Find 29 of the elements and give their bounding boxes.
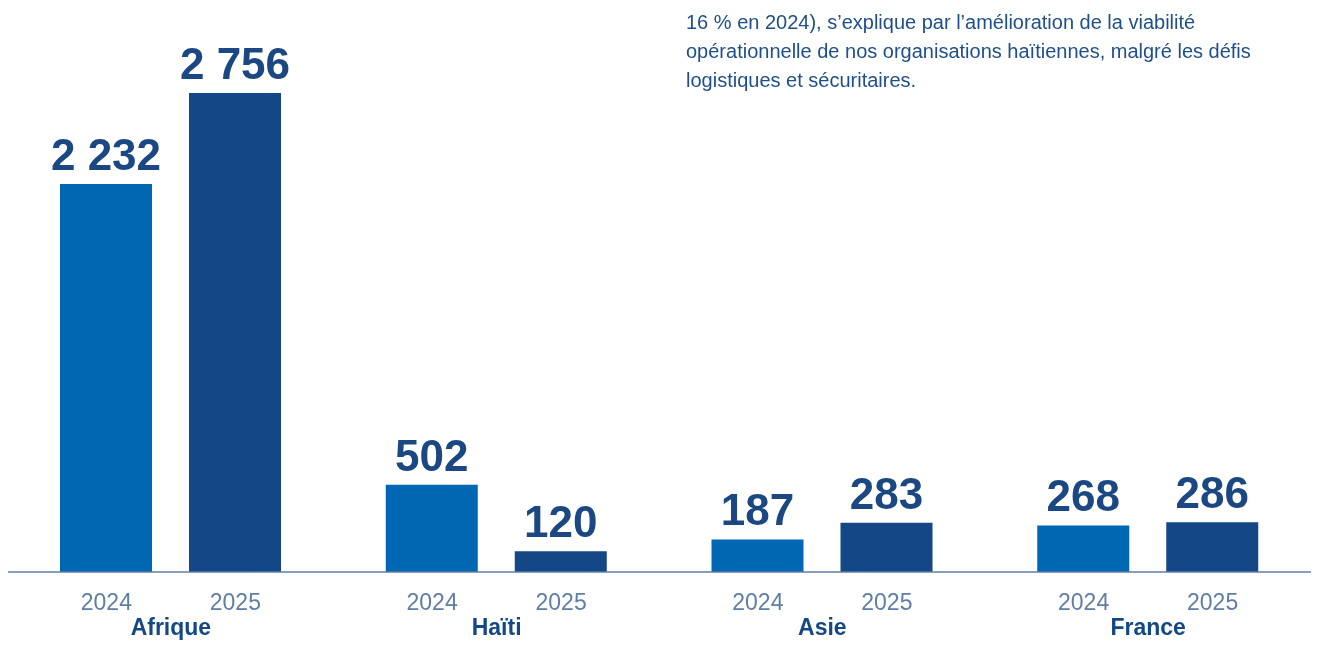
data-label: 268 — [1046, 471, 1120, 521]
data-label: 502 — [395, 430, 469, 480]
text: 16 % en 2024), s’explique par l’amélioration de la viabilité opérationnelle de nos organisations haïtiennes, malgré les défis logistiques et sécuritaires. — [686, 10, 1252, 93]
text: 2024 — [406, 589, 458, 615]
data-label: 120 — [524, 497, 598, 547]
series-label: 2024 — [80, 589, 133, 615]
text: 2024 — [1058, 589, 1110, 615]
text: 2025 — [1187, 589, 1239, 615]
series-label: 2025 — [209, 589, 261, 615]
data-label: 187 — [720, 485, 795, 535]
data-label: 286 — [1175, 468, 1249, 518]
data-label: 2 232 — [50, 130, 162, 180]
bar — [840, 522, 933, 572]
bar — [60, 184, 152, 572]
bar — [189, 93, 281, 572]
bar — [514, 551, 607, 572]
bar — [1037, 525, 1130, 572]
text: 2025 — [535, 589, 587, 615]
bar — [1166, 522, 1259, 572]
text: 2025 — [861, 589, 913, 615]
text: 2024 — [732, 589, 784, 615]
x-tick-label: France — [1110, 614, 1186, 640]
bar — [711, 539, 804, 572]
x-tick-label: Asie — [798, 614, 847, 640]
data-label: 2 756 — [179, 39, 291, 88]
x-tick-label: Haïti — [471, 614, 522, 640]
x-tick-label: Afrique — [130, 614, 212, 640]
bar — [385, 484, 478, 572]
data-label: 283 — [849, 468, 924, 518]
